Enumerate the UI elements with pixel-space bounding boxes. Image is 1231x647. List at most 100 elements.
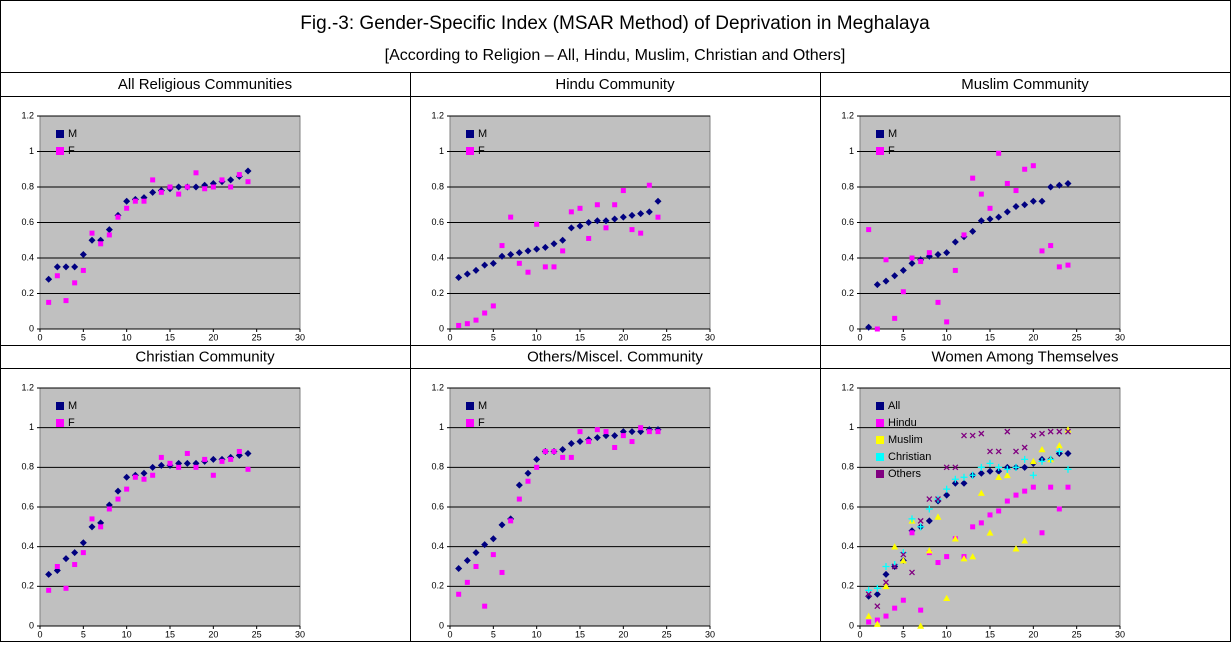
y-tick-label: 1.2 (841, 382, 854, 392)
y-tick-label: 0.2 (431, 581, 444, 591)
data-point (46, 299, 52, 305)
data-point (533, 245, 541, 253)
data-point (1065, 262, 1071, 268)
data-point (123, 473, 131, 481)
data-point (482, 310, 488, 316)
data-point (89, 230, 95, 236)
y-tick-label: 0.8 (841, 181, 854, 191)
data-point (150, 472, 156, 478)
data-point (918, 259, 924, 265)
legend-swatch (876, 130, 884, 138)
x-tick-label: 10 (122, 629, 132, 639)
data-point (969, 553, 977, 560)
data-point (124, 486, 130, 492)
data-point (866, 227, 872, 233)
data-point (638, 230, 644, 236)
data-point (917, 523, 925, 531)
legend-swatch (56, 130, 64, 138)
y-tick-label: 0.6 (841, 501, 854, 511)
data-point (882, 277, 890, 285)
data-point (1048, 243, 1054, 249)
data-point (45, 275, 53, 283)
x-tick-label: 5 (81, 332, 86, 342)
data-point (1022, 488, 1028, 494)
data-point (71, 549, 79, 557)
data-point (141, 476, 147, 482)
panel-title: Christian Community (135, 348, 275, 365)
data-point (567, 224, 575, 232)
data-point (472, 549, 480, 557)
data-point (88, 523, 96, 531)
data-point (960, 479, 968, 487)
data-point (1064, 465, 1072, 473)
data-point (977, 489, 985, 496)
x-tick-label: 0 (857, 332, 862, 342)
y-tick-label: 0.4 (431, 252, 444, 262)
x-tick-label: 30 (295, 332, 305, 342)
data-point (490, 552, 496, 558)
data-point (463, 270, 471, 278)
x-tick-label: 25 (252, 629, 262, 639)
y-tick-label: 1.2 (21, 110, 34, 120)
data-point (969, 471, 977, 479)
data-point (79, 250, 87, 258)
x-tick-label: 25 (662, 629, 672, 639)
data-point (157, 461, 165, 469)
data-point (874, 326, 880, 332)
data-point (646, 182, 652, 188)
data-point (167, 184, 173, 190)
data-point (560, 454, 566, 460)
data-point (1038, 457, 1046, 465)
data-point (602, 217, 610, 225)
y-tick-label: 1 (29, 146, 34, 156)
x-tick-label: 30 (1115, 629, 1125, 639)
data-point (892, 315, 898, 321)
data-point (978, 430, 985, 437)
y-tick-label: 0.4 (841, 541, 854, 551)
y-tick-label: 0 (29, 620, 34, 630)
legend-swatch (876, 436, 884, 444)
data-point (114, 487, 122, 495)
data-point (1065, 484, 1071, 490)
data-point (987, 512, 993, 518)
x-tick-label: 5 (901, 332, 906, 342)
data-point (874, 603, 881, 610)
data-point (944, 319, 950, 325)
y-tick-label: 0.8 (21, 462, 34, 472)
data-point (900, 597, 906, 603)
data-point (228, 456, 234, 462)
data-point (244, 449, 252, 457)
data-point (525, 478, 531, 484)
data-point (1039, 530, 1045, 536)
data-point (586, 439, 592, 445)
data-point (1029, 457, 1037, 465)
x-tick-label: 25 (662, 332, 672, 342)
legend-label: Muslim (888, 434, 923, 446)
data-point (943, 594, 951, 602)
data-point (952, 267, 958, 273)
x-tick-label: 15 (165, 629, 175, 639)
data-point (219, 177, 225, 183)
data-point (63, 585, 69, 591)
x-tick-label: 25 (252, 332, 262, 342)
data-point (1056, 428, 1063, 435)
data-point (585, 219, 593, 226)
data-point (935, 496, 941, 503)
y-tick-label: 1.2 (431, 382, 444, 392)
x-tick-label: 20 (208, 629, 218, 639)
data-point (202, 186, 208, 192)
y-tick-label: 0.2 (841, 581, 854, 591)
data-point (628, 428, 636, 436)
data-point (542, 448, 548, 454)
data-point (210, 472, 216, 478)
data-point (612, 202, 618, 208)
y-tick-label: 0.6 (431, 217, 444, 227)
y-tick-label: 0 (439, 323, 444, 333)
data-point (568, 454, 574, 460)
x-tick-label: 0 (37, 629, 42, 639)
data-point (951, 479, 959, 487)
data-point (577, 205, 583, 211)
data-point (63, 298, 69, 304)
x-tick-label: 0 (37, 332, 42, 342)
data-point (978, 191, 984, 197)
